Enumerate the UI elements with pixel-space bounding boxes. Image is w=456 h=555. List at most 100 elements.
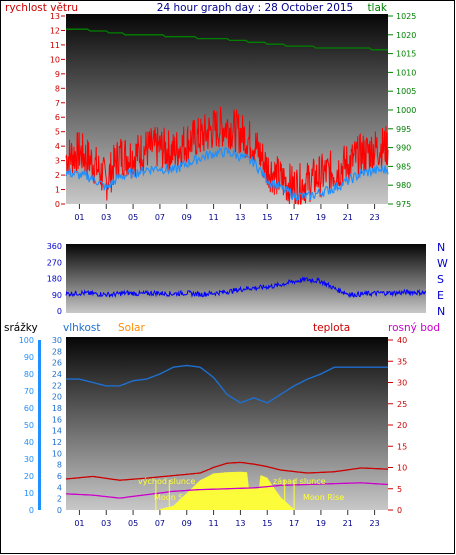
rain-tick: 30 <box>24 455 34 464</box>
hour-tick: 13 <box>235 519 245 528</box>
rain-tick: 70 <box>24 387 34 396</box>
hour-tick: 21 <box>343 213 353 222</box>
humidity-tick: 24 <box>52 370 62 379</box>
hour-tick: 09 <box>182 213 192 222</box>
rain-axis-bar <box>38 340 41 510</box>
humidity-axis-label: vlhkost <box>63 322 101 334</box>
hour-tick: 03 <box>101 213 111 222</box>
wind-speed-tick: 0 <box>55 200 60 209</box>
wind-speed-tick: 6 <box>55 113 60 122</box>
temperature-tick: 15 <box>397 442 407 451</box>
wind-speed-tick: 10 <box>50 55 60 64</box>
humidity-tick: 12 <box>52 438 62 447</box>
wind-speed-tick: 9 <box>55 70 60 79</box>
humidity-tick: 26 <box>52 359 62 368</box>
wind-speed-tick: 8 <box>55 84 60 93</box>
rain-tick: 10 <box>24 489 34 498</box>
hour-tick: 13 <box>235 213 245 222</box>
humidity-tick: 2 <box>57 495 62 504</box>
wind-plot-area <box>66 14 388 204</box>
sunset-annotation: západ slunce <box>273 477 326 486</box>
pressure-tick: 985 <box>396 162 411 171</box>
wind-speed-tick: 5 <box>55 128 60 137</box>
hour-tick: 11 <box>208 519 218 528</box>
rain-tick: 80 <box>24 370 34 379</box>
compass-label: S <box>437 273 444 286</box>
rain-tick: 20 <box>24 472 34 481</box>
humidity-tick: 22 <box>52 381 62 390</box>
rain-tick: 100 <box>19 336 34 345</box>
direction-tick: 90 <box>52 291 62 300</box>
hour-tick: 17 <box>289 213 299 222</box>
pressure-axis-label: tlak <box>367 2 387 14</box>
direction-tick: 270 <box>47 258 62 267</box>
compass-label: N <box>437 305 445 318</box>
temperature-tick: 0 <box>397 506 402 515</box>
temperature-tick: 5 <box>397 485 402 494</box>
humidity-tick: 30 <box>52 336 62 345</box>
direction-tick: 0 <box>57 307 62 316</box>
temperature-tick: 35 <box>397 357 407 366</box>
hour-tick: 07 <box>155 213 165 222</box>
chart-title: 24 hour graph day : 28 October 2015 <box>157 2 353 14</box>
temperature-series <box>65 461 389 481</box>
dewpoint-axis-label: rosný bod <box>388 322 440 334</box>
direction-tick: 360 <box>47 242 62 251</box>
hour-tick: 21 <box>343 519 353 528</box>
humidity-tick: 4 <box>57 483 62 492</box>
wind-speed-tick: 2 <box>55 171 60 180</box>
hour-tick: 03 <box>101 519 111 528</box>
rain-tick: 0 <box>29 506 34 515</box>
solar-axis-label: Solar <box>118 322 145 334</box>
hour-tick: 15 <box>262 213 272 222</box>
pressure-tick: 1020 <box>396 31 416 40</box>
gust-series <box>65 106 389 205</box>
temperature-tick: 20 <box>397 421 407 430</box>
sunrise-annotation: východ slunce <box>138 477 195 486</box>
hour-tick: 01 <box>74 519 84 528</box>
temperature-axis-label: teplota <box>313 322 350 334</box>
pressure-tick: 1025 <box>396 12 416 21</box>
hour-tick: 11 <box>208 213 218 222</box>
hour-tick: 05 <box>128 519 138 528</box>
pressure-tick: 995 <box>396 125 411 134</box>
wind-pressure-panel: rychlost větru 24 hour graph day : 28 Oc… <box>5 2 416 222</box>
temperature-tick: 10 <box>397 464 407 473</box>
humidity-series <box>66 364 388 404</box>
compass-label: N <box>437 241 445 254</box>
humidity-tick: 10 <box>52 449 62 458</box>
humidity-tick: 6 <box>57 472 62 481</box>
solar-area <box>159 471 295 510</box>
direction-plot-area <box>66 244 426 313</box>
rain-tick: 90 <box>24 353 34 362</box>
rain-tick: 40 <box>24 438 34 447</box>
wind-speed-tick: 3 <box>55 157 60 166</box>
pressure-tick: 980 <box>396 181 411 190</box>
hour-tick: 19 <box>316 213 326 222</box>
humidity-tick: 20 <box>52 393 62 402</box>
hour-tick: 17 <box>289 519 299 528</box>
hour-tick: 15 <box>262 519 272 528</box>
rain-tick: 60 <box>24 404 34 413</box>
wind-speed-tick: 13 <box>50 12 60 21</box>
moon-rise-annotation: Moon Rise <box>303 493 344 502</box>
hour-tick: 01 <box>74 213 84 222</box>
wind-speed-axis-label: rychlost větru <box>5 2 78 14</box>
humidity-tick: 28 <box>52 347 62 356</box>
humidity-tick: 14 <box>52 427 62 436</box>
wind-speed-tick: 1 <box>55 186 60 195</box>
temperature-tick: 40 <box>397 336 407 345</box>
wind-speed-tick: 11 <box>50 41 60 50</box>
compass-label: W <box>437 257 448 270</box>
hour-tick: 23 <box>369 213 379 222</box>
pressure-tick: 990 <box>396 144 411 153</box>
rain-axis-label: srážky <box>4 322 38 334</box>
pressure-tick: 1005 <box>396 87 416 96</box>
rain-tick: 50 <box>24 421 34 430</box>
humidity-tick: 16 <box>52 415 62 424</box>
pressure-tick: 1000 <box>396 106 416 115</box>
pressure-tick: 975 <box>396 200 411 209</box>
direction-tick: 180 <box>47 275 62 284</box>
average-wind-series <box>65 147 389 202</box>
